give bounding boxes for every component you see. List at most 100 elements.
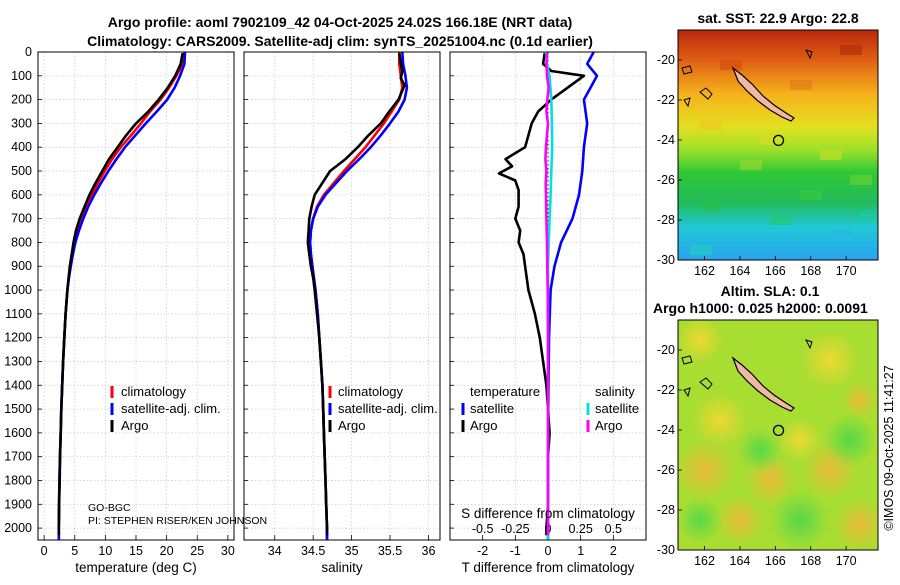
sla-lat-label--30: -30 [657, 543, 675, 557]
pressure-tick-1600: 1600 [4, 426, 32, 440]
temp-line-argo [57, 52, 184, 536]
temp-xtick-label-30: 30 [221, 544, 235, 558]
pressure-tick-1900: 1900 [4, 497, 32, 511]
temp-xtick-label-20: 20 [160, 544, 174, 558]
pressure-tick-1000: 1000 [4, 283, 32, 297]
pressure-tick-1400: 1400 [4, 378, 32, 392]
float-position-marker [772, 134, 785, 147]
small-islands [681, 49, 813, 108]
legend-label-climatology: climatology [121, 384, 187, 399]
sst-lon-label-170: 170 [836, 264, 857, 278]
pressure-tick-0: 0 [25, 45, 32, 59]
s-difference-xlabel: S difference from climatology [461, 506, 635, 521]
diff-xtick-label--2: -2 [477, 544, 488, 558]
sla-map-frame [677, 319, 879, 551]
sst-cell-12 [840, 45, 862, 55]
sla-lat-label--28: -28 [657, 503, 675, 517]
diff-xtick-label-2: 2 [610, 544, 617, 558]
sla-blob-4 [834, 499, 878, 550]
temperature-panel: 0100200300400500600700800900100011001200… [4, 45, 267, 575]
pi-label: PI: STEPHEN RISER/KEN JOHNSON [88, 515, 267, 527]
sst-map: sat. SST: 22.9 Argo: 22.8 162 164 166 168 17… [657, 10, 879, 278]
salinity-lines [306, 52, 409, 540]
sst-cell-2 [820, 150, 842, 160]
sla-lon-ticks: 162 164 166 168 170 [694, 546, 857, 568]
diff-line-t-satellite [546, 52, 599, 540]
sst-lon-ticks: 162 164 166 168 170 [694, 256, 857, 278]
salinity-panel: 34 34.5 35 35.5 36 salinity climatology sate… [243, 51, 441, 575]
sst-lat-label--28: -28 [657, 213, 675, 227]
pressure-tick-1500: 1500 [4, 402, 32, 416]
sst-cell-9 [800, 190, 822, 200]
sst-lon-label-168: 168 [800, 264, 821, 278]
legend-label-climatology-sal: climatology [338, 384, 404, 399]
sla-map-subtitle: Argo h1000: 0.025 h2000: 0.0091 [653, 300, 868, 316]
s-diff-tick-0.5: 0.5 [605, 522, 622, 536]
pressure-tick-400: 400 [11, 140, 32, 154]
sst-cell-1 [760, 135, 782, 145]
sst-lat-label--20: -20 [657, 53, 675, 67]
sla-lat-label--26: -26 [657, 463, 675, 477]
sst-map-title: sat. SST: 22.9 Argo: 22.8 [697, 10, 859, 26]
temperature-tick-labels: 0 5 10 15 20 25 30 [41, 535, 235, 558]
diff-xtick-label-0: 0 [545, 544, 552, 558]
pressure-tick-700: 700 [11, 212, 32, 226]
pressure-tick-500: 500 [11, 164, 32, 178]
sla-map: Altim. SLA: 0.1 Argo h1000: 0.025 h2000:… [653, 283, 879, 568]
legend-title-temperature: temperature [470, 384, 540, 399]
sal-xtick-label-35.5: 35.5 [378, 544, 402, 558]
pressure-tick-800: 800 [11, 235, 32, 249]
sla-anomaly-blobs [678, 320, 878, 550]
imos-credit: ©IMOS 09-Oct-2025 11:41:27 [882, 365, 896, 530]
pressure-tick-600: 600 [11, 188, 32, 202]
difference-legend: temperature satellite Argo salinity sate… [461, 384, 639, 433]
salinity-legend: climatology satellite-adj. clim. Argo [328, 384, 438, 433]
difference-panel: -2 -1 0 1 2 -0.5 -0.25 0 0.25 0.5 T difference f… [449, 51, 647, 575]
sla-lon-label-164: 164 [730, 554, 751, 568]
sal-xtick-label-34.5: 34.5 [301, 544, 325, 558]
temperature-legend: climatology satellite-adj. clim. Argo [110, 384, 221, 433]
sst-cell-6 [830, 230, 852, 240]
sst-lon-label-162: 162 [694, 264, 715, 278]
salinity-tick-labels: 34 34.5 35 35.5 36 [268, 535, 435, 558]
pressure-tick-300: 300 [11, 116, 32, 130]
temp-xtick-label-25: 25 [190, 544, 204, 558]
s-diff-tick-0.25: 0.25 [568, 522, 592, 536]
salinity-grid [244, 51, 440, 540]
temp-xtick-label-5: 5 [71, 544, 78, 558]
sla-blob-3 [716, 496, 764, 544]
pressure-tick-200: 200 [11, 93, 32, 107]
sst-lon-label-166: 166 [765, 264, 786, 278]
temp-xtick-label-0: 0 [41, 544, 48, 558]
temp-line-satellite-adj-clim- [57, 52, 187, 540]
pressure-tick-1800: 1800 [4, 473, 32, 487]
sst-lat-label--24: -24 [657, 133, 675, 147]
sla-lat-label--24: -24 [657, 423, 675, 437]
legend-label-t-argo: Argo [470, 418, 497, 433]
sst-lat-label--26: -26 [657, 173, 675, 187]
sla-blob-9 [692, 392, 748, 448]
sst-lat-label--30: -30 [657, 253, 675, 267]
figure-title-line2: Climatology: CARS2009. Satellite-adj cli… [87, 33, 593, 49]
pressure-tick-1300: 1300 [4, 354, 32, 368]
sst-cells [690, 45, 878, 255]
sst-cell-3 [850, 175, 872, 185]
sal-xtick-label-35: 35 [345, 544, 359, 558]
sla-lat-label--20: -20 [657, 343, 675, 357]
sst-cell-10 [860, 210, 878, 220]
sst-map-frame [677, 29, 879, 261]
temperature-grid [38, 51, 234, 540]
s-diff-tick--0.5: -0.5 [472, 522, 494, 536]
difference-axes-frame [449, 51, 647, 541]
sla-lat-label--22: -22 [657, 383, 675, 397]
temp-line-climatology [57, 52, 186, 540]
legend-label-s-satellite: satellite [595, 401, 639, 416]
sst-lat-label--22: -22 [657, 93, 675, 107]
sla-map-title: Altim. SLA: 0.1 [721, 283, 820, 299]
sst-lon-label-164: 164 [730, 264, 751, 278]
legend-label-satellite-adj-sal: satellite-adj. clim. [338, 401, 438, 416]
legend-label-s-argo: Argo [595, 418, 622, 433]
sal-xtick-label-34: 34 [268, 544, 282, 558]
sla-blob-7 [738, 428, 782, 472]
diff-line-t-argo [497, 53, 586, 536]
